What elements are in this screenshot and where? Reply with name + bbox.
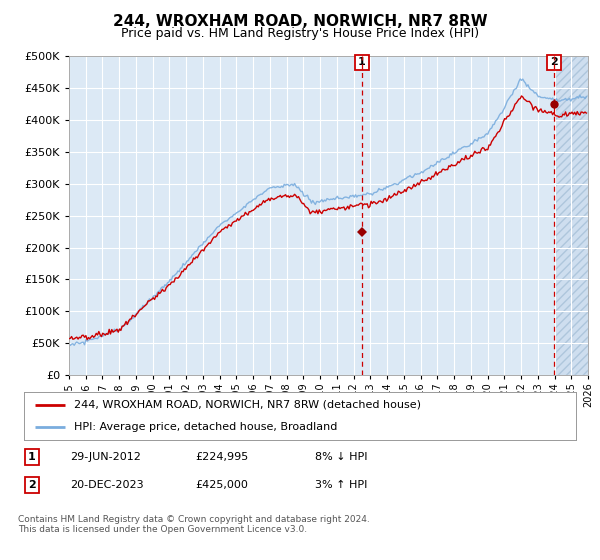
Text: 2: 2 (550, 57, 558, 67)
Text: 2: 2 (28, 480, 36, 490)
Text: £425,000: £425,000 (195, 480, 248, 490)
Text: 244, WROXHAM ROAD, NORWICH, NR7 8RW (detached house): 244, WROXHAM ROAD, NORWICH, NR7 8RW (det… (74, 400, 421, 410)
Text: 1: 1 (28, 452, 36, 462)
Text: 8% ↓ HPI: 8% ↓ HPI (315, 452, 367, 462)
Text: 244, WROXHAM ROAD, NORWICH, NR7 8RW: 244, WROXHAM ROAD, NORWICH, NR7 8RW (113, 14, 487, 29)
Text: 3% ↑ HPI: 3% ↑ HPI (315, 480, 367, 490)
Text: Price paid vs. HM Land Registry's House Price Index (HPI): Price paid vs. HM Land Registry's House … (121, 27, 479, 40)
Text: 1: 1 (358, 57, 366, 67)
Text: 29-JUN-2012: 29-JUN-2012 (70, 452, 141, 462)
Text: Contains HM Land Registry data © Crown copyright and database right 2024.
This d: Contains HM Land Registry data © Crown c… (18, 515, 370, 534)
Text: HPI: Average price, detached house, Broadland: HPI: Average price, detached house, Broa… (74, 422, 337, 432)
Text: 20-DEC-2023: 20-DEC-2023 (70, 480, 143, 490)
Text: £224,995: £224,995 (195, 452, 248, 462)
